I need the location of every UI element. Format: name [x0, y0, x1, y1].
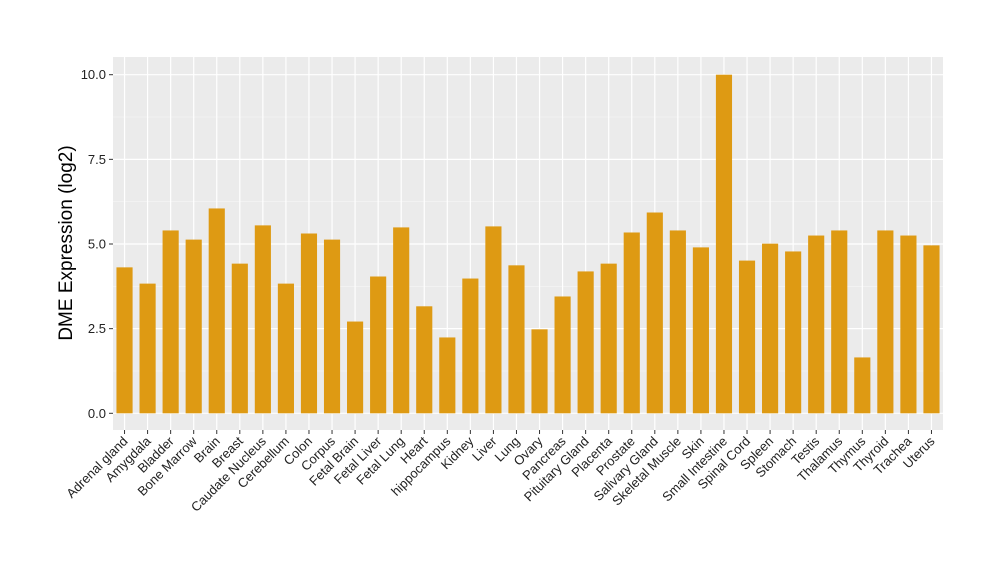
y-tick-label: 2.5: [88, 321, 106, 336]
bar-brain: [208, 208, 225, 414]
bar-pancreas: [554, 296, 571, 414]
bar-breast: [231, 263, 248, 414]
bar-bladder: [162, 230, 179, 414]
bar-heart: [416, 306, 433, 414]
y-tick-label: 10.0: [81, 67, 106, 82]
bar-placenta: [600, 263, 617, 414]
bar-thymus: [854, 357, 871, 414]
bar-skeletal-muscle: [669, 230, 686, 414]
bar-lung: [508, 265, 525, 414]
bar-cerebellum: [277, 283, 294, 414]
bar-spleen: [762, 243, 779, 414]
y-axis-label: DME Expression (log2): [56, 145, 77, 340]
y-tick-label: 0.0: [88, 406, 106, 421]
bar-caudate-nucleus: [254, 225, 271, 414]
bar-trachea: [900, 235, 917, 414]
bar-uterus: [923, 245, 940, 414]
x-tick-label: Liver: [469, 433, 500, 464]
bar-small-intestine: [715, 74, 733, 414]
bar-fetal-liver: [370, 276, 387, 414]
y-axis: 0.0 2.5 5.0 7.5 10.0: [81, 67, 113, 421]
bar-fetal-brain: [347, 321, 364, 414]
bar-skin: [692, 247, 709, 414]
bar-amygdala: [139, 283, 156, 414]
bar-salivary-gland: [646, 212, 663, 414]
bar-colon: [300, 233, 318, 414]
bar-liver: [485, 226, 502, 414]
bar-spinal-cord: [738, 260, 756, 414]
bar-pituitary-gland: [577, 271, 594, 414]
bar-adrenal-gland: [116, 267, 133, 414]
y-tick-label: 5.0: [88, 237, 106, 252]
bar-hippocampus: [439, 337, 456, 414]
bar-kidney: [462, 278, 479, 414]
bar-testis: [808, 235, 825, 414]
bar-corpus: [323, 239, 341, 414]
bar-stomach: [785, 251, 802, 414]
bar-thalamus: [831, 230, 848, 414]
bar-thyroid: [877, 230, 894, 414]
bar-prostate: [623, 232, 640, 414]
bar-ovary: [531, 329, 548, 414]
y-tick-label: 7.5: [88, 152, 106, 167]
bar-fetal-lung: [393, 227, 410, 414]
bar-bone-marrow: [185, 239, 202, 414]
bars: [116, 74, 940, 414]
